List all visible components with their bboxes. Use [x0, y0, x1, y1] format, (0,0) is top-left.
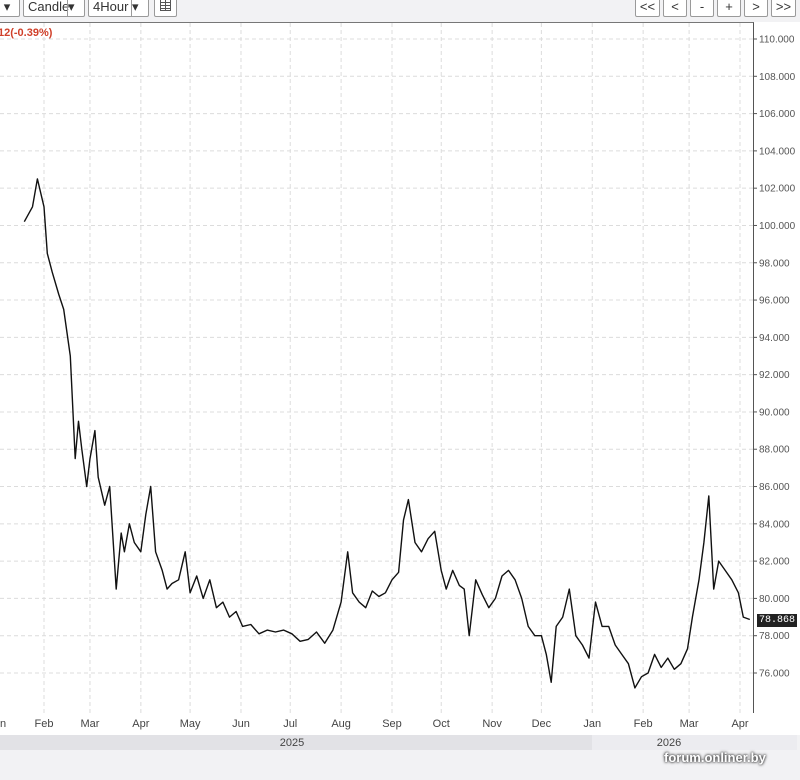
chart-type-dropdown-arrow[interactable]: ▾: [0, 0, 20, 17]
zoom-out-button[interactable]: -: [690, 0, 714, 17]
chart-type-select[interactable]: Candle ▾: [23, 0, 85, 17]
table-view-button[interactable]: [154, 0, 177, 17]
nav-next-button[interactable]: >: [744, 0, 768, 17]
zoom-in-button[interactable]: +: [717, 0, 741, 17]
chevron-down-icon: ▾: [131, 0, 148, 16]
table-icon: [160, 0, 171, 16]
price-change-label: 12(-0.39%): [0, 27, 53, 39]
x-axis-panel: [0, 713, 754, 735]
chevron-down-icon: ▾: [67, 0, 84, 16]
nav-last-button[interactable]: >>: [771, 0, 796, 17]
nav-first-button[interactable]: <<: [635, 0, 660, 17]
interval-value: 4Hour: [93, 0, 129, 14]
y-axis-panel: [754, 22, 800, 735]
plot-area[interactable]: [0, 22, 754, 714]
watermark: forum.onliner.by: [664, 750, 766, 765]
last-price-marker: 78.868: [757, 614, 797, 627]
chart-toolbar: ▾ Candle ▾ 4Hour ▾ << < - + > >>: [0, 0, 800, 20]
interval-select[interactable]: 4Hour ▾: [88, 0, 149, 17]
year-band-2026: [592, 735, 797, 750]
nav-prev-button[interactable]: <: [663, 0, 687, 17]
chart-type-value: Candle: [28, 0, 70, 14]
